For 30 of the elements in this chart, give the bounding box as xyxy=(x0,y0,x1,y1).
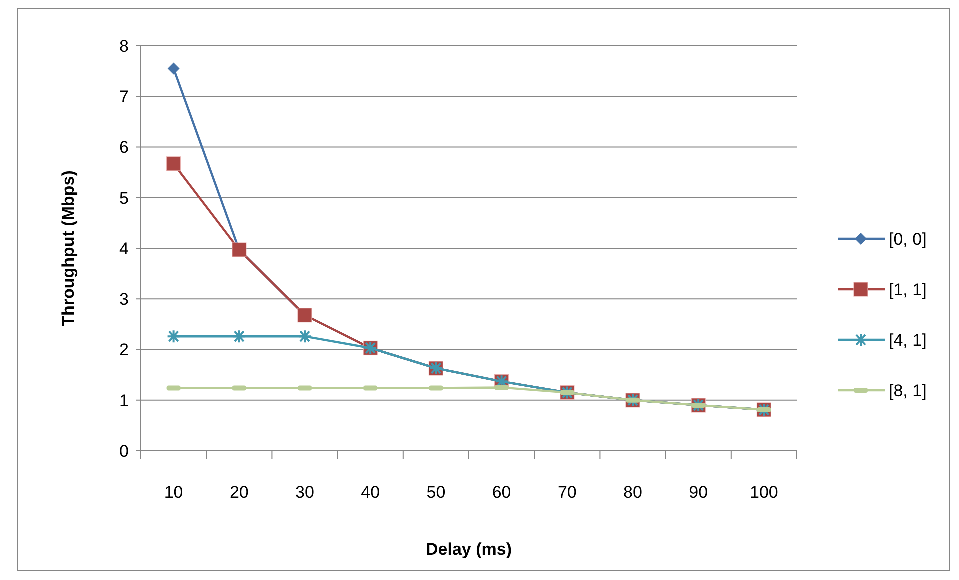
x-tick-label: 50 xyxy=(426,483,446,502)
x-tick-label: 90 xyxy=(689,483,708,502)
y-axis-title: Throughput (Mbps) xyxy=(59,170,78,326)
legend-label: [1, 1] xyxy=(889,280,927,300)
y-tick-label: 2 xyxy=(120,340,129,360)
point xyxy=(166,156,182,172)
point xyxy=(298,330,312,344)
x-tick-label: 80 xyxy=(624,483,642,502)
x-tick-label: 100 xyxy=(750,483,778,502)
y-tick-label: 8 xyxy=(120,36,129,56)
x-tick-label: 30 xyxy=(296,483,314,502)
y-tick-label: 4 xyxy=(120,239,129,258)
y-tick-label: 1 xyxy=(120,391,129,410)
y-tick-label: 3 xyxy=(120,290,129,310)
point xyxy=(166,330,181,344)
legend-label: [4, 1] xyxy=(889,330,927,350)
y-tick-label: 7 xyxy=(120,88,129,107)
point xyxy=(168,62,180,75)
x-tick-label: 10 xyxy=(164,483,184,502)
legend-label: [8, 1] xyxy=(889,381,927,400)
x-tick-label: 40 xyxy=(361,483,380,502)
legend-label: [0, 0] xyxy=(889,230,927,249)
x-tick-label: 60 xyxy=(492,483,512,502)
point xyxy=(232,330,246,344)
x-axis-title: Delay (ms) xyxy=(426,540,512,559)
y-tick-label: 0 xyxy=(120,442,129,461)
x-tick-label: 20 xyxy=(230,483,249,502)
y-tick-label: 6 xyxy=(120,138,129,158)
y-tick-label: 5 xyxy=(120,188,129,208)
x-tick-label: 70 xyxy=(558,483,577,502)
